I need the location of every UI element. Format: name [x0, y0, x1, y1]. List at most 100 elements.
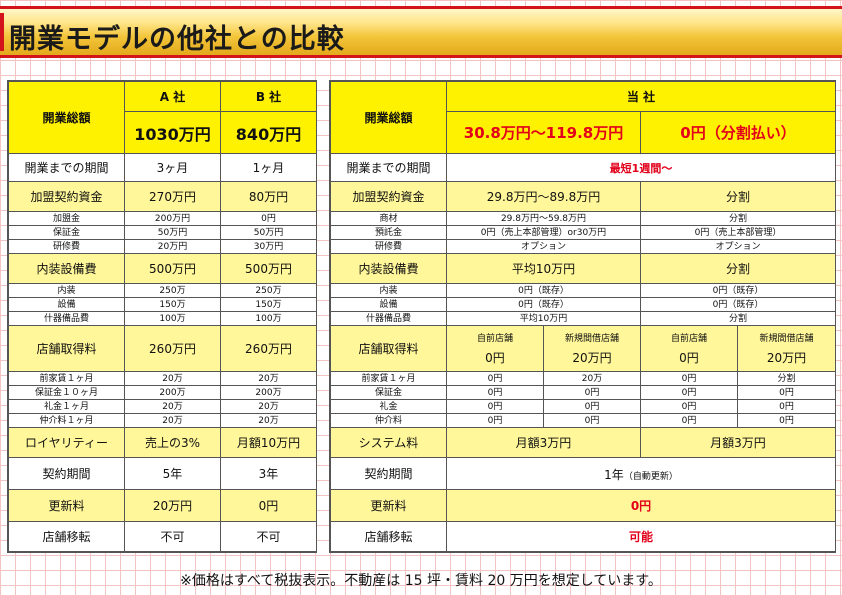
- interior-a: 500万円: [124, 253, 221, 284]
- sub-b: 20万: [220, 399, 317, 414]
- period-label: 開業までの期間: [8, 153, 125, 182]
- sub-cell: 0円: [543, 413, 641, 428]
- sub-label: 内装: [8, 283, 125, 298]
- franchise-label: 加盟契約資金: [330, 181, 447, 212]
- sub-a: 20万円: [124, 239, 221, 254]
- period-b: 1ヶ月: [220, 153, 317, 182]
- sub-label: 礼金１ヶ月: [8, 399, 125, 414]
- sub-label: 礼金: [330, 399, 447, 414]
- sub-cell: 0円: [640, 399, 738, 414]
- sub-a: 250万: [124, 283, 221, 298]
- total-b: 840万円: [220, 111, 317, 154]
- sub-label: 什器備品費: [330, 311, 447, 326]
- competitor-table: 開業総額 A 社 B 社 1030万円 840万円 開業までの期間 3ヶ月 1ヶ…: [7, 80, 317, 553]
- franchise-label: 加盟契約資金: [8, 181, 125, 212]
- sub-v1: 29.8万円～59.8万円: [446, 211, 641, 226]
- sub-label: 保証金: [330, 385, 447, 400]
- store-option-value: 20万円: [766, 351, 807, 365]
- renewal-label: 更新料: [330, 489, 447, 522]
- sub-b: 30万円: [220, 239, 317, 254]
- sub-v1: 平均10万円: [446, 311, 641, 326]
- renewal-a: 20万円: [124, 489, 221, 522]
- sub-b: 200万: [220, 385, 317, 400]
- total-label: 開業総額: [330, 81, 447, 154]
- renewal-value: 0円: [446, 489, 836, 522]
- sub-label: 加盟金: [8, 211, 125, 226]
- interior-label: 内装設備費: [8, 253, 125, 284]
- company-a-header: A 社: [124, 81, 221, 112]
- store-option-head: 新規間借店舗: [564, 334, 619, 344]
- contract-label: 契約期間: [330, 457, 447, 490]
- total-label: 開業総額: [8, 81, 125, 154]
- sub-label: 仲介料: [330, 413, 447, 428]
- royalty-label: ロイヤリティー: [8, 427, 125, 458]
- sub-label: 前家賃１ヶ月: [8, 371, 125, 386]
- sub-a: 100万: [124, 311, 221, 326]
- sub-cell: 0円: [446, 413, 544, 428]
- sub-v2: 0円（既存）: [640, 283, 836, 298]
- interior-v1: 平均10万円: [446, 253, 641, 284]
- sub-label: 商材: [330, 211, 447, 226]
- sub-a: 20万: [124, 399, 221, 414]
- sub-cell: 0円: [446, 371, 544, 386]
- sub-label: 仲介料１ヶ月: [8, 413, 125, 428]
- relocation-b: 不可: [220, 521, 317, 552]
- sub-label: 保証金: [8, 225, 125, 240]
- sub-b: 100万: [220, 311, 317, 326]
- sub-cell: 0円: [446, 399, 544, 414]
- sub-v2: オプション: [640, 239, 836, 254]
- sub-cell: 0円: [640, 371, 738, 386]
- relocation-label: 店舗移転: [330, 521, 447, 552]
- sub-a: 20万: [124, 413, 221, 428]
- sub-b: 20万: [220, 413, 317, 428]
- relocation-a: 不可: [124, 521, 221, 552]
- company-b-header: B 社: [220, 81, 317, 112]
- interior-label: 内装設備費: [330, 253, 447, 284]
- store-option-value: 0円: [679, 351, 699, 365]
- sub-cell: 0円: [737, 413, 836, 428]
- royalty-a: 売上の3%: [124, 427, 221, 458]
- store-b: 260万円: [220, 325, 317, 372]
- contract-cell: 1年（自動更新）: [446, 457, 836, 490]
- system-v1: 月額3万円: [446, 427, 641, 458]
- sub-cell: 20万: [543, 371, 641, 386]
- sub-cell: 0円: [640, 385, 738, 400]
- sub-cell: 0円: [543, 385, 641, 400]
- sub-b: 250万: [220, 283, 317, 298]
- sub-label: 内装: [330, 283, 447, 298]
- sub-label: 預託金: [330, 225, 447, 240]
- interior-v2: 分割: [640, 253, 836, 284]
- sub-cell: 0円: [737, 399, 836, 414]
- contract-note: （自動更新）: [623, 472, 678, 482]
- sub-a: 50万円: [124, 225, 221, 240]
- sub-b: 50万円: [220, 225, 317, 240]
- sub-v1: オプション: [446, 239, 641, 254]
- system-label: システム料: [330, 427, 447, 458]
- title-banner: 開業モデルの他社との比較: [0, 6, 842, 58]
- period-a: 3ヶ月: [124, 153, 221, 182]
- contract-label: 契約期間: [8, 457, 125, 490]
- relocation-value: 可能: [446, 521, 836, 552]
- store-option-value: 20万円: [572, 351, 612, 365]
- sub-cell: 0円: [446, 385, 544, 400]
- sub-v1: 0円（既存）: [446, 297, 641, 312]
- sub-a: 200万円: [124, 211, 221, 226]
- sub-label: 研修費: [330, 239, 447, 254]
- period-value: 最短1週間～: [446, 153, 836, 182]
- store-a: 260万円: [124, 325, 221, 372]
- footnote: ※価格はすべて税抜表示。不動産は 15 坪・賃料 20 万円を想定しています。: [180, 573, 662, 589]
- total-installment: 0円（分割払い）: [640, 111, 836, 154]
- store-option-head: 新規間借店舗: [759, 334, 814, 344]
- page-title: 開業モデルの他社との比較: [9, 24, 345, 55]
- sub-label: 保証金１０ヶ月: [8, 385, 125, 400]
- total-range: 30.8万円～119.8万円: [446, 111, 641, 154]
- store-option: 自前店舗 0円: [446, 325, 544, 372]
- relocation-label: 店舗移転: [8, 521, 125, 552]
- sub-cell: 0円: [640, 413, 738, 428]
- sub-a: 20万: [124, 371, 221, 386]
- sub-v2: 0円（売上本部管理）: [640, 225, 836, 240]
- store-option: 自前店舗 0円: [640, 325, 738, 372]
- royalty-b: 月額10万円: [220, 427, 317, 458]
- contract-b: 3年: [220, 457, 317, 490]
- sub-cell: 0円: [737, 385, 836, 400]
